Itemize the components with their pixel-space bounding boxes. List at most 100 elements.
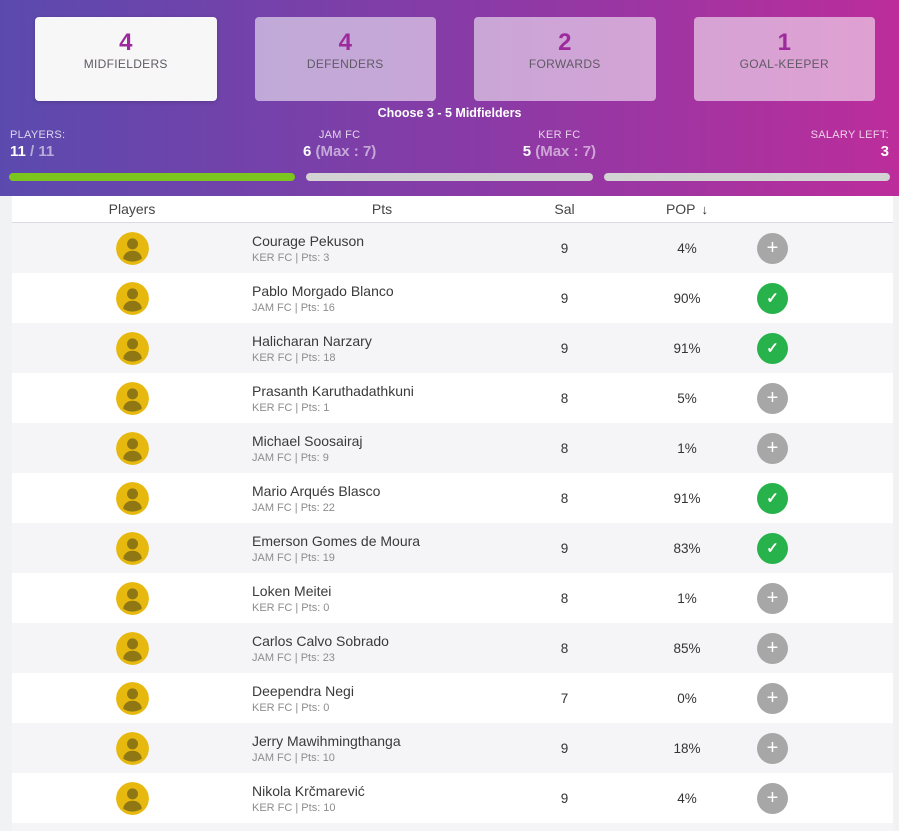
player-row[interactable]: Carlos Calvo Sobrado JAM FC | Pts: 23 8 … xyxy=(12,623,893,673)
player-salary: 8 xyxy=(560,590,569,606)
position-tabs: 4 MIDFIELDERS 4 DEFENDERS 2 FORWARDS 1 G… xyxy=(0,17,899,101)
player-team-points: JAM FC | Pts: 19 xyxy=(252,551,335,564)
add-player-button[interactable]: + xyxy=(757,582,788,614)
player-row[interactable]: Emerson Gomes de Moura JAM FC | Pts: 19 … xyxy=(12,523,893,573)
player-avatar xyxy=(115,681,149,715)
player-avatar xyxy=(115,481,149,515)
player-name: Michael Soosairaj xyxy=(252,432,363,449)
player-team-points: KER FC | Pts: 0 xyxy=(252,601,330,614)
player-popularity: 4% xyxy=(677,790,697,806)
sal-column-header[interactable]: Sal xyxy=(554,201,575,217)
add-player-button[interactable]: + xyxy=(757,732,788,764)
player-popularity: 4% xyxy=(677,240,697,256)
forwards-count: 2 xyxy=(558,29,572,56)
player-popularity: 91% xyxy=(673,340,701,356)
player-row[interactable]: Prasanth Karuthadathkuni KER FC | Pts: 1… xyxy=(12,373,893,423)
ker-fc-max: (Max : 7) xyxy=(531,143,597,160)
player-avatar xyxy=(115,731,149,765)
player-avatar xyxy=(115,581,149,615)
team-builder-header: 4 MIDFIELDERS 4 DEFENDERS 2 FORWARDS 1 G… xyxy=(0,0,899,196)
player-row[interactable]: Mario Arqués Blasco JAM FC | Pts: 22 8 9… xyxy=(12,473,893,523)
player-avatar xyxy=(115,431,149,465)
add-player-button[interactable]: + xyxy=(757,382,788,414)
player-table-header: Players Pts Sal POP ↓ xyxy=(12,196,893,223)
pop-column-header[interactable]: POP ↓ xyxy=(665,201,709,217)
player-row[interactable]: Jerry Mawihmingthanga JAM FC | Pts: 10 9… xyxy=(12,723,893,773)
ker-fc-label: KER FC xyxy=(538,129,581,141)
player-salary: 8 xyxy=(560,440,569,456)
player-popularity: 85% xyxy=(673,640,701,656)
sort-desc-icon: ↓ xyxy=(701,202,709,217)
players-count: 11 xyxy=(10,143,26,160)
player-salary: 9 xyxy=(560,740,569,756)
player-table: Players Pts Sal POP ↓ Courage Pekuson KER… xyxy=(0,196,899,831)
player-row[interactable]: Courage Pekuson KER FC | Pts: 3 9 4% + xyxy=(12,223,893,273)
ker-fc-progress-bar xyxy=(603,173,890,181)
selected-check-button[interactable]: ✓ xyxy=(757,482,788,514)
player-salary: 8 xyxy=(560,390,569,406)
player-row[interactable]: Halicharan Narzary KER FC | Pts: 18 9 91… xyxy=(12,323,893,373)
player-row[interactable]: Deependra Negi KER FC | Pts: 0 7 0% + xyxy=(12,673,893,723)
player-salary: 8 xyxy=(560,490,569,506)
player-salary: 9 xyxy=(560,540,569,556)
player-name: Courage Pekuson xyxy=(252,232,365,249)
pts-column-header[interactable]: Pts xyxy=(371,201,393,217)
add-player-button[interactable]: + xyxy=(757,682,788,714)
player-salary: 7 xyxy=(560,690,569,706)
add-player-button[interactable]: + xyxy=(757,232,788,264)
player-salary: 9 xyxy=(560,240,569,256)
player-popularity: 1% xyxy=(677,590,697,606)
goal-keeper-count: 1 xyxy=(777,29,791,56)
stats-bar: PLAYERS: 11 / 11 JAM FC 6 (Max : 7) KER … xyxy=(0,129,899,160)
next-row-partial xyxy=(12,823,893,831)
player-popularity: 18% xyxy=(673,740,701,756)
player-row[interactable]: Loken Meitei KER FC | Pts: 0 8 1% + xyxy=(12,573,893,623)
player-row[interactable]: Michael Soosairaj JAM FC | Pts: 9 8 1% + xyxy=(12,423,893,473)
goal-keeper-label: GOAL-KEEPER xyxy=(739,57,829,72)
selected-check-button[interactable]: ✓ xyxy=(757,282,788,314)
players-stat-label: PLAYERS: xyxy=(10,129,66,141)
jam-fc-count: 6 xyxy=(302,143,312,160)
player-avatar xyxy=(115,631,149,665)
jam-fc-progress-bar xyxy=(306,173,593,181)
player-avatar xyxy=(115,781,149,815)
player-team-points: KER FC | Pts: 1 xyxy=(252,401,330,414)
player-popularity: 90% xyxy=(673,290,701,306)
player-row[interactable]: Pablo Morgado Blanco JAM FC | Pts: 16 9 … xyxy=(12,273,893,323)
player-name: Loken Meitei xyxy=(252,582,332,599)
add-player-button[interactable]: + xyxy=(757,782,788,814)
player-name: Carlos Calvo Sobrado xyxy=(252,632,389,649)
player-popularity: 83% xyxy=(673,540,701,556)
player-avatar xyxy=(115,381,149,415)
selected-check-button[interactable]: ✓ xyxy=(757,532,788,564)
ker-fc-count: 5 xyxy=(522,143,532,160)
progress-bars xyxy=(0,173,899,181)
midfielders-count: 4 xyxy=(119,29,133,56)
tab-defenders[interactable]: 4 DEFENDERS xyxy=(254,17,436,101)
player-popularity: 1% xyxy=(677,440,697,456)
player-salary: 8 xyxy=(560,640,569,656)
tab-forwards[interactable]: 2 FORWARDS xyxy=(474,17,656,101)
player-name: Prasanth Karuthadathkuni xyxy=(252,382,414,399)
player-team-points: JAM FC | Pts: 9 xyxy=(252,451,329,464)
selected-check-button[interactable]: ✓ xyxy=(757,332,788,364)
player-popularity: 5% xyxy=(677,390,697,406)
player-team-points: JAM FC | Pts: 16 xyxy=(252,301,335,314)
jam-fc-label: JAM FC xyxy=(318,129,361,141)
player-name: Halicharan Narzary xyxy=(252,332,372,349)
player-avatar xyxy=(115,281,149,315)
tab-midfielders[interactable]: 4 MIDFIELDERS xyxy=(35,17,217,101)
player-salary: 9 xyxy=(560,790,569,806)
player-popularity: 0% xyxy=(677,690,697,706)
add-player-button[interactable]: + xyxy=(757,432,788,464)
salary-left-stat: SALARY LEFT: 3 xyxy=(669,129,889,160)
player-avatar xyxy=(115,331,149,365)
add-player-button[interactable]: + xyxy=(757,632,788,664)
tab-goal-keeper[interactable]: 1 GOAL-KEEPER xyxy=(693,17,875,101)
player-team-points: KER FC | Pts: 0 xyxy=(252,701,330,714)
player-name: Pablo Morgado Blanco xyxy=(252,282,394,299)
player-team-points: KER FC | Pts: 10 xyxy=(252,801,336,814)
player-team-points: JAM FC | Pts: 23 xyxy=(252,651,335,664)
player-name: Mario Arqués Blasco xyxy=(252,482,381,499)
player-row[interactable]: Nikola Krčmarević KER FC | Pts: 10 9 4% … xyxy=(12,773,893,823)
